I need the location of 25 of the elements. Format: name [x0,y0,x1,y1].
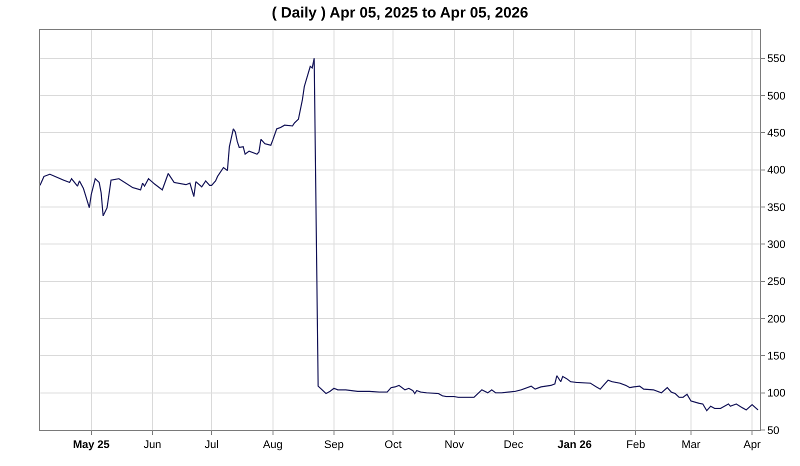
line-series [40,58,759,412]
y-tick-label: 100 [767,388,786,400]
x-tick-label: Jun [144,439,162,452]
x-tick-label: Mar [681,439,701,452]
y-tick-label: 400 [767,164,786,177]
y-tick-label: 150 [767,350,786,362]
y-tick-label: 50 [767,424,780,437]
x-tick-label: Nov [444,439,465,452]
x-tick-label: Feb [626,439,646,452]
x-tick-label: Sep [324,439,344,452]
y-tick-label: 500 [767,90,786,102]
x-tick-label: Oct [384,439,402,452]
y-tick-label: 550 [767,53,786,66]
x-tick-label: May 25 [72,439,110,452]
x-tick-label: Apr [744,439,761,452]
x-tick-label: Aug [262,439,283,452]
y-tick-label: 300 [767,238,786,251]
x-tick-label: Jan 26 [557,439,592,452]
y-tick-label: 450 [767,127,786,140]
y-tick-label: 250 [767,276,786,288]
y-tick-label: 200 [767,313,786,326]
y-tick-label: 350 [767,202,786,214]
x-tick-label: Dec [504,439,524,452]
x-tick-label: Jul [204,439,219,452]
chart-title: ( Daily ) Apr 05, 2025 to Apr 05, 2026 [272,4,528,22]
